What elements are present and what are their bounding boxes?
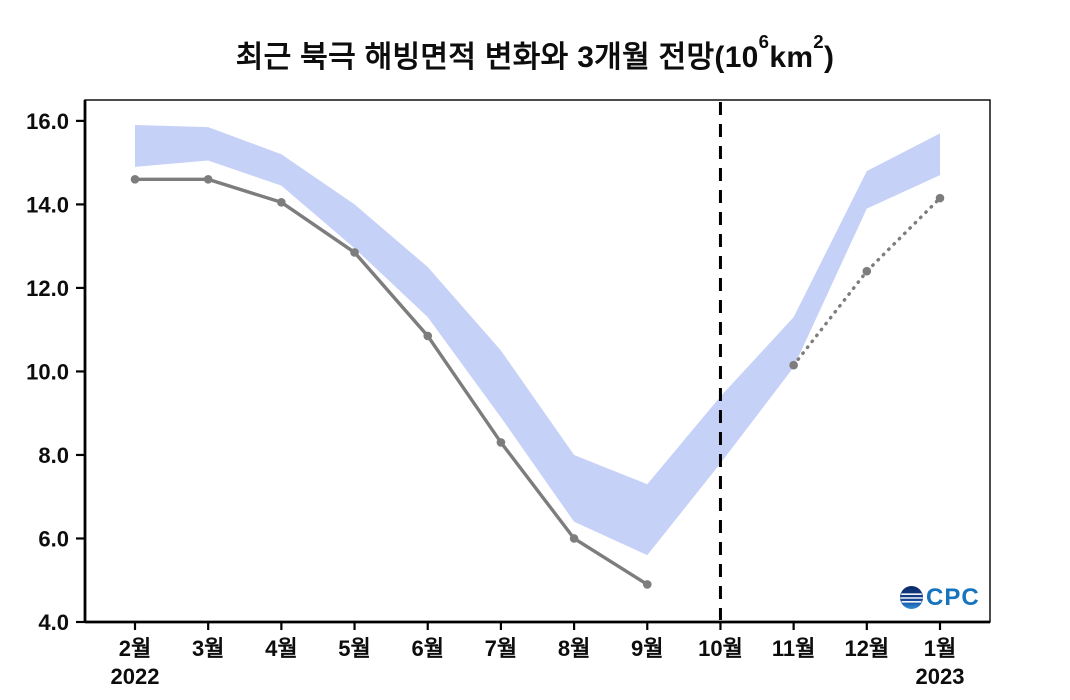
x-tick-label: 10월 bbox=[698, 636, 743, 661]
x-tick-label: 3월 bbox=[192, 636, 224, 661]
x-tick-label: 2월 bbox=[119, 636, 151, 661]
observed-line bbox=[135, 177, 649, 586]
x-tick-label: 12월 bbox=[844, 636, 889, 661]
y-tick-label: 14.0 bbox=[26, 192, 69, 217]
title-text: 최근 북극 해빙면적 변화와 3개월 전망(10 bbox=[235, 41, 759, 74]
globe-o-icon bbox=[900, 586, 923, 609]
y-tick-label: 10.0 bbox=[26, 359, 69, 384]
ocpc-logo: CPC bbox=[899, 585, 980, 610]
logo-text: CPC bbox=[926, 583, 980, 611]
forecast-marker bbox=[789, 360, 798, 370]
observed-marker bbox=[203, 175, 213, 184]
observed-marker bbox=[423, 331, 433, 341]
title-superscript-squared: 2 bbox=[813, 30, 824, 52]
y-tick-label: 6.0 bbox=[38, 526, 69, 551]
y-tick-label: 8.0 bbox=[38, 443, 69, 468]
x-tick-label: 8월 bbox=[558, 636, 590, 661]
chart-title: 최근 북극 해빙면적 변화와 3개월 전망(106km2) bbox=[0, 30, 1070, 76]
y-tick-label: 4.0 bbox=[38, 610, 69, 635]
x-tick-label: 6월 bbox=[411, 636, 443, 661]
title-superscript-exponent: 6 bbox=[758, 30, 770, 52]
forecast-marker bbox=[862, 266, 872, 276]
x-tick-label: 4월 bbox=[265, 636, 297, 661]
climatology-band bbox=[135, 125, 940, 556]
x-tick-label: 7월 bbox=[485, 636, 517, 661]
x-year-label: 2023 bbox=[916, 664, 965, 689]
observed-marker bbox=[350, 248, 359, 257]
observed-marker bbox=[569, 534, 579, 543]
observed-marker bbox=[642, 580, 652, 589]
y-tick-label: 16.0 bbox=[26, 109, 69, 134]
plot-border bbox=[84, 99, 991, 623]
observed-marker bbox=[277, 198, 286, 207]
x-tick-label: 9월 bbox=[631, 636, 663, 661]
x-tick-label: 11월 bbox=[772, 636, 816, 661]
x-year-label: 2022 bbox=[111, 664, 160, 689]
title-close-paren: ) bbox=[823, 41, 835, 74]
x-tick-label: 5월 bbox=[338, 636, 370, 661]
y-tick-label: 12.0 bbox=[26, 276, 69, 301]
forecast-marker bbox=[935, 193, 945, 203]
x-tick-label: 1월 bbox=[924, 636, 956, 661]
observed-marker bbox=[496, 438, 506, 447]
observed-marker bbox=[130, 175, 140, 184]
title-unit: km bbox=[769, 41, 814, 74]
